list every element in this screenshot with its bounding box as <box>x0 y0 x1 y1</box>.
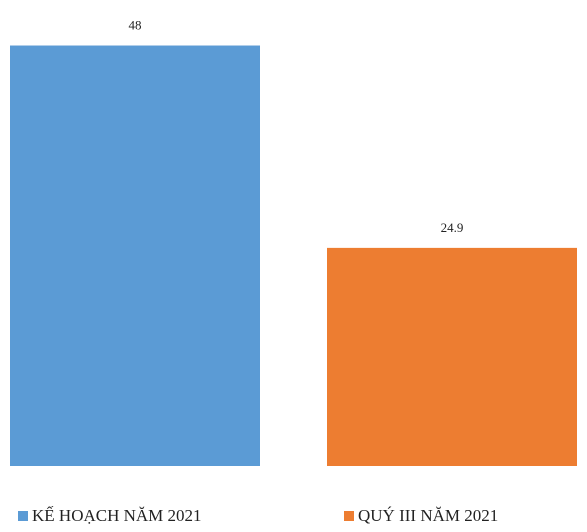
legend-label: QUÝ III NĂM 2021 <box>358 506 498 525</box>
legend-swatch <box>18 511 28 521</box>
data-label: 24.9 <box>441 220 464 235</box>
bar <box>10 45 260 467</box>
bar <box>327 247 577 466</box>
data-label: 48 <box>129 18 142 33</box>
legend-label: KẾ HOẠCH NĂM 2021 <box>32 506 202 525</box>
legend-swatch <box>344 511 354 521</box>
